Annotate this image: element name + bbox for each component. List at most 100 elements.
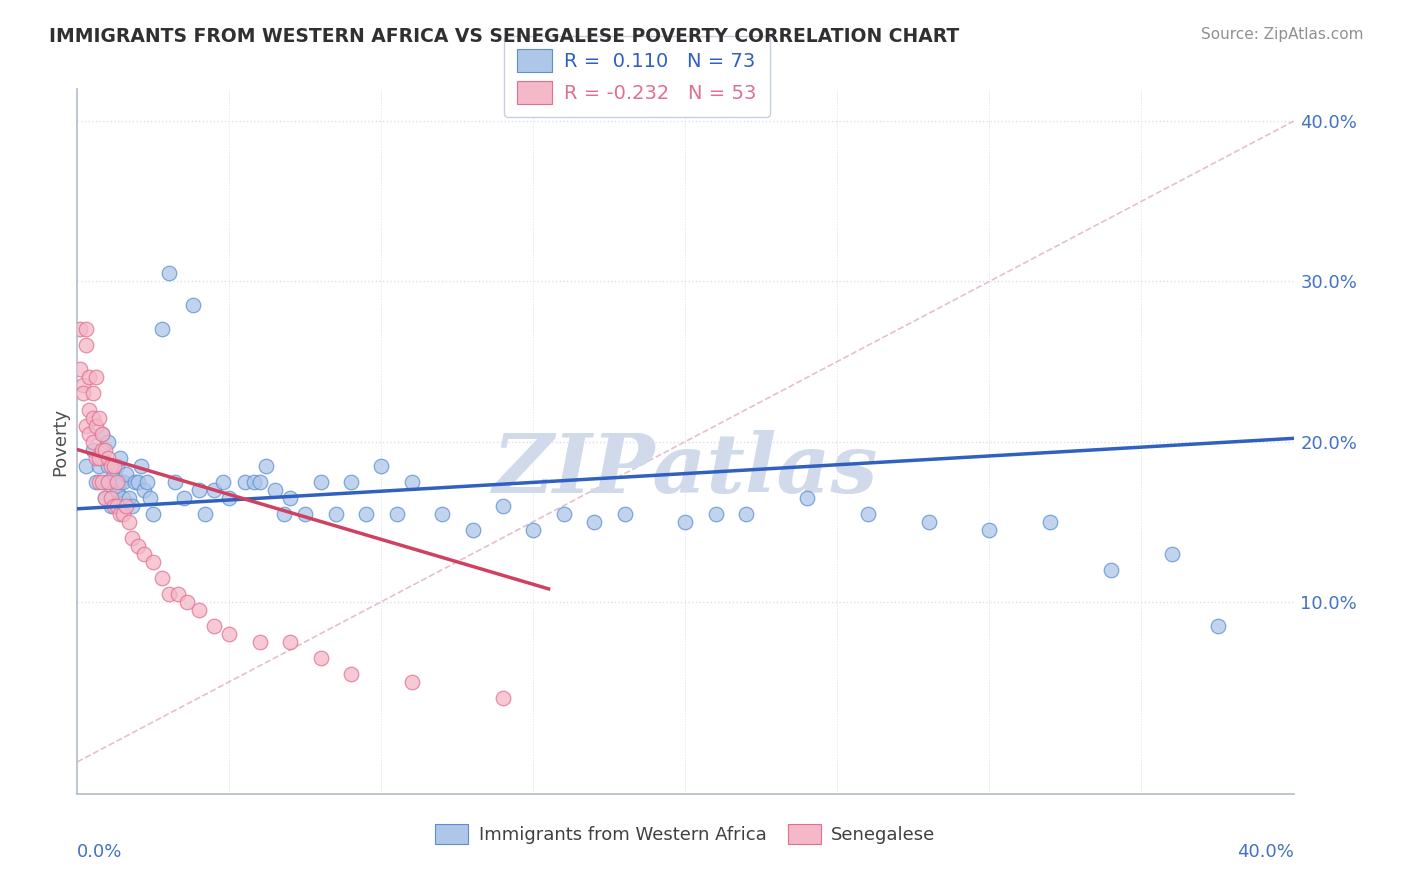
Point bbox=[82, 386, 104, 401]
Point bbox=[152, 322, 174, 336]
Point bbox=[87, 450, 110, 465]
Point bbox=[75, 322, 97, 336]
Point bbox=[127, 475, 149, 489]
Point bbox=[796, 491, 818, 505]
Point bbox=[111, 507, 134, 521]
Point bbox=[129, 458, 152, 473]
Point bbox=[105, 475, 128, 489]
Point bbox=[979, 523, 1001, 537]
Point bbox=[84, 418, 107, 433]
Point bbox=[163, 475, 186, 489]
Point bbox=[134, 483, 156, 497]
Point bbox=[522, 523, 544, 537]
Point bbox=[69, 362, 91, 376]
Point bbox=[93, 475, 115, 489]
Point bbox=[87, 475, 110, 489]
Point bbox=[97, 475, 120, 489]
Point bbox=[127, 539, 149, 553]
Point bbox=[79, 402, 101, 417]
Point bbox=[370, 458, 392, 473]
Point bbox=[93, 442, 115, 457]
Point bbox=[675, 515, 697, 529]
Point bbox=[72, 378, 94, 392]
Point bbox=[108, 475, 131, 489]
Point bbox=[194, 507, 217, 521]
Point bbox=[84, 475, 107, 489]
Point bbox=[254, 458, 277, 473]
Point bbox=[103, 467, 125, 481]
Point bbox=[139, 491, 162, 505]
Point bbox=[84, 450, 107, 465]
Point bbox=[75, 458, 97, 473]
Point bbox=[142, 555, 165, 569]
Point bbox=[233, 475, 256, 489]
Point bbox=[72, 386, 94, 401]
Point bbox=[111, 491, 134, 505]
Point bbox=[90, 450, 112, 465]
Point bbox=[704, 507, 727, 521]
Point bbox=[82, 442, 104, 457]
Point bbox=[115, 467, 138, 481]
Text: 40.0%: 40.0% bbox=[1237, 843, 1294, 861]
Point bbox=[84, 370, 107, 384]
Point bbox=[82, 410, 104, 425]
Point bbox=[97, 434, 120, 449]
Point bbox=[309, 650, 332, 665]
Point bbox=[340, 475, 363, 489]
Point bbox=[118, 491, 141, 505]
Y-axis label: Poverty: Poverty bbox=[51, 408, 69, 475]
Point bbox=[430, 507, 453, 521]
Text: ZIPatlas: ZIPatlas bbox=[492, 430, 879, 509]
Point bbox=[401, 475, 423, 489]
Point bbox=[93, 491, 115, 505]
Point bbox=[100, 475, 122, 489]
Point bbox=[1099, 563, 1122, 577]
Point bbox=[100, 491, 122, 505]
Point bbox=[218, 626, 240, 640]
Point bbox=[176, 595, 198, 609]
Point bbox=[97, 450, 120, 465]
Point bbox=[82, 434, 104, 449]
Point bbox=[294, 507, 316, 521]
Point bbox=[111, 475, 134, 489]
Point bbox=[121, 531, 143, 545]
Point bbox=[90, 475, 112, 489]
Point bbox=[108, 450, 131, 465]
Point bbox=[121, 499, 143, 513]
Point bbox=[103, 499, 125, 513]
Point bbox=[118, 515, 141, 529]
Point bbox=[124, 475, 146, 489]
Point bbox=[202, 483, 225, 497]
Point bbox=[1161, 547, 1184, 561]
Point bbox=[75, 338, 97, 352]
Point bbox=[136, 475, 159, 489]
Point bbox=[103, 491, 125, 505]
Point bbox=[90, 426, 112, 441]
Point bbox=[553, 507, 575, 521]
Point bbox=[273, 507, 295, 521]
Point bbox=[492, 690, 515, 705]
Point bbox=[340, 666, 363, 681]
Point bbox=[87, 458, 110, 473]
Point bbox=[79, 370, 101, 384]
Point bbox=[105, 483, 128, 497]
Point bbox=[93, 491, 115, 505]
Point bbox=[105, 458, 128, 473]
Point bbox=[97, 458, 120, 473]
Point bbox=[1206, 618, 1229, 632]
Point bbox=[166, 587, 188, 601]
Point bbox=[492, 499, 515, 513]
Point bbox=[181, 298, 204, 312]
Point bbox=[1039, 515, 1062, 529]
Point bbox=[103, 458, 125, 473]
Point bbox=[90, 426, 112, 441]
Point bbox=[613, 507, 636, 521]
Point bbox=[218, 491, 240, 505]
Point bbox=[202, 618, 225, 632]
Point bbox=[461, 523, 484, 537]
Point bbox=[105, 499, 128, 513]
Point bbox=[157, 266, 180, 280]
Point bbox=[108, 507, 131, 521]
Point bbox=[188, 603, 211, 617]
Point bbox=[152, 571, 174, 585]
